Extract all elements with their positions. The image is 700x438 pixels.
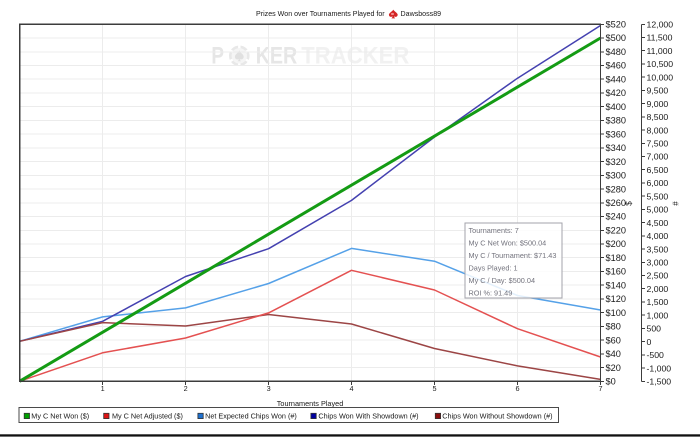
svg-text:Prizes Won over Tournaments Pl: Prizes Won over Tournaments Played for [256,10,385,18]
svg-text:2,000: 2,000 [647,284,669,294]
svg-text:$440: $440 [606,74,626,84]
svg-text:$260: $260 [606,198,626,208]
svg-text:$: $ [625,201,634,206]
svg-text:3,500: 3,500 [647,244,669,254]
svg-text:$160: $160 [606,267,626,277]
svg-text:$180: $180 [606,253,626,263]
svg-text:6,500: 6,500 [647,165,669,175]
svg-text:$20: $20 [606,363,621,373]
svg-text:7: 7 [598,384,602,393]
svg-text:Tournaments: 7: Tournaments: 7 [469,226,519,235]
svg-text:7,000: 7,000 [647,152,669,162]
svg-text:P: P [211,43,224,70]
svg-text:$460: $460 [606,61,626,71]
svg-text:6: 6 [515,384,519,393]
svg-text:5,500: 5,500 [647,191,669,201]
svg-text:11,000: 11,000 [647,46,673,56]
svg-text:9,500: 9,500 [647,86,669,96]
svg-text:10,000: 10,000 [647,72,674,82]
svg-text:$40: $40 [606,349,621,359]
svg-text:-500: -500 [647,350,665,360]
svg-text:$480: $480 [606,47,626,57]
svg-text:$240: $240 [606,212,626,222]
svg-text:My C Net Won ($): My C Net Won ($) [31,412,89,421]
svg-text:$300: $300 [606,171,626,181]
svg-text:$320: $320 [606,157,626,167]
svg-text:Tournaments Played: Tournaments Played [277,399,344,408]
svg-text:#: # [672,201,681,206]
svg-text:8,500: 8,500 [647,112,669,122]
svg-text:$100: $100 [606,308,626,318]
svg-text:$0: $0 [606,377,616,387]
svg-text:$60: $60 [606,335,621,345]
svg-text:7,500: 7,500 [647,139,669,149]
svg-text:12,000: 12,000 [647,20,674,30]
svg-text:$200: $200 [606,239,626,249]
svg-text:4,000: 4,000 [647,231,669,241]
svg-text:2: 2 [184,384,188,393]
svg-text:6,000: 6,000 [647,178,669,188]
svg-text:5: 5 [432,384,436,393]
svg-text:10,500: 10,500 [647,59,674,69]
svg-text:$140: $140 [606,280,626,290]
svg-text:Chips Won With Showdown (#): Chips Won With Showdown (#) [318,412,418,421]
svg-text:$120: $120 [606,294,626,304]
svg-text:4,500: 4,500 [647,218,669,228]
svg-text:$80: $80 [606,322,621,332]
svg-text:8,000: 8,000 [647,125,669,135]
svg-text:My C Net Won: $500.04: My C Net Won: $500.04 [469,239,547,248]
svg-text:Days Played: 1: Days Played: 1 [469,264,518,273]
svg-text:2,500: 2,500 [647,271,669,281]
svg-text:$340: $340 [606,143,626,153]
svg-text:1: 1 [101,384,105,393]
svg-text:3,000: 3,000 [647,258,669,268]
svg-text:$400: $400 [606,102,626,112]
svg-text:$380: $380 [606,116,626,126]
svg-text:$420: $420 [606,88,626,98]
svg-text:My C Net Adjusted ($): My C Net Adjusted ($) [112,412,183,421]
svg-text:$280: $280 [606,184,626,194]
svg-text:3: 3 [267,384,271,393]
svg-text:1,500: 1,500 [647,297,669,307]
svg-text:-1,500: -1,500 [647,377,672,387]
svg-text:My C / Day: $500.04: My C / Day: $500.04 [469,276,536,285]
svg-text:My C / Tournament: $71.43: My C / Tournament: $71.43 [469,251,557,260]
svg-text:500: 500 [647,324,662,334]
svg-text:$220: $220 [606,226,626,236]
svg-text:Net Expected Chips Won (#): Net Expected Chips Won (#) [205,412,297,421]
svg-text:$500: $500 [606,33,626,43]
svg-text:4: 4 [349,384,353,393]
svg-text:5,000: 5,000 [647,205,669,215]
svg-text:$520: $520 [606,20,626,30]
svg-text:$360: $360 [606,129,626,139]
svg-text:Chips Won Without Showdown (#): Chips Won Without Showdown (#) [442,412,552,421]
svg-text:9,000: 9,000 [647,99,669,109]
svg-text:-1,000: -1,000 [647,363,672,373]
svg-text:0: 0 [647,337,652,347]
svg-text:1,000: 1,000 [647,310,669,320]
svg-text:11,500: 11,500 [647,33,673,43]
svg-text:Dawsboss89: Dawsboss89 [401,10,442,18]
svg-text:ROI %: 91.49: ROI %: 91.49 [469,289,513,298]
